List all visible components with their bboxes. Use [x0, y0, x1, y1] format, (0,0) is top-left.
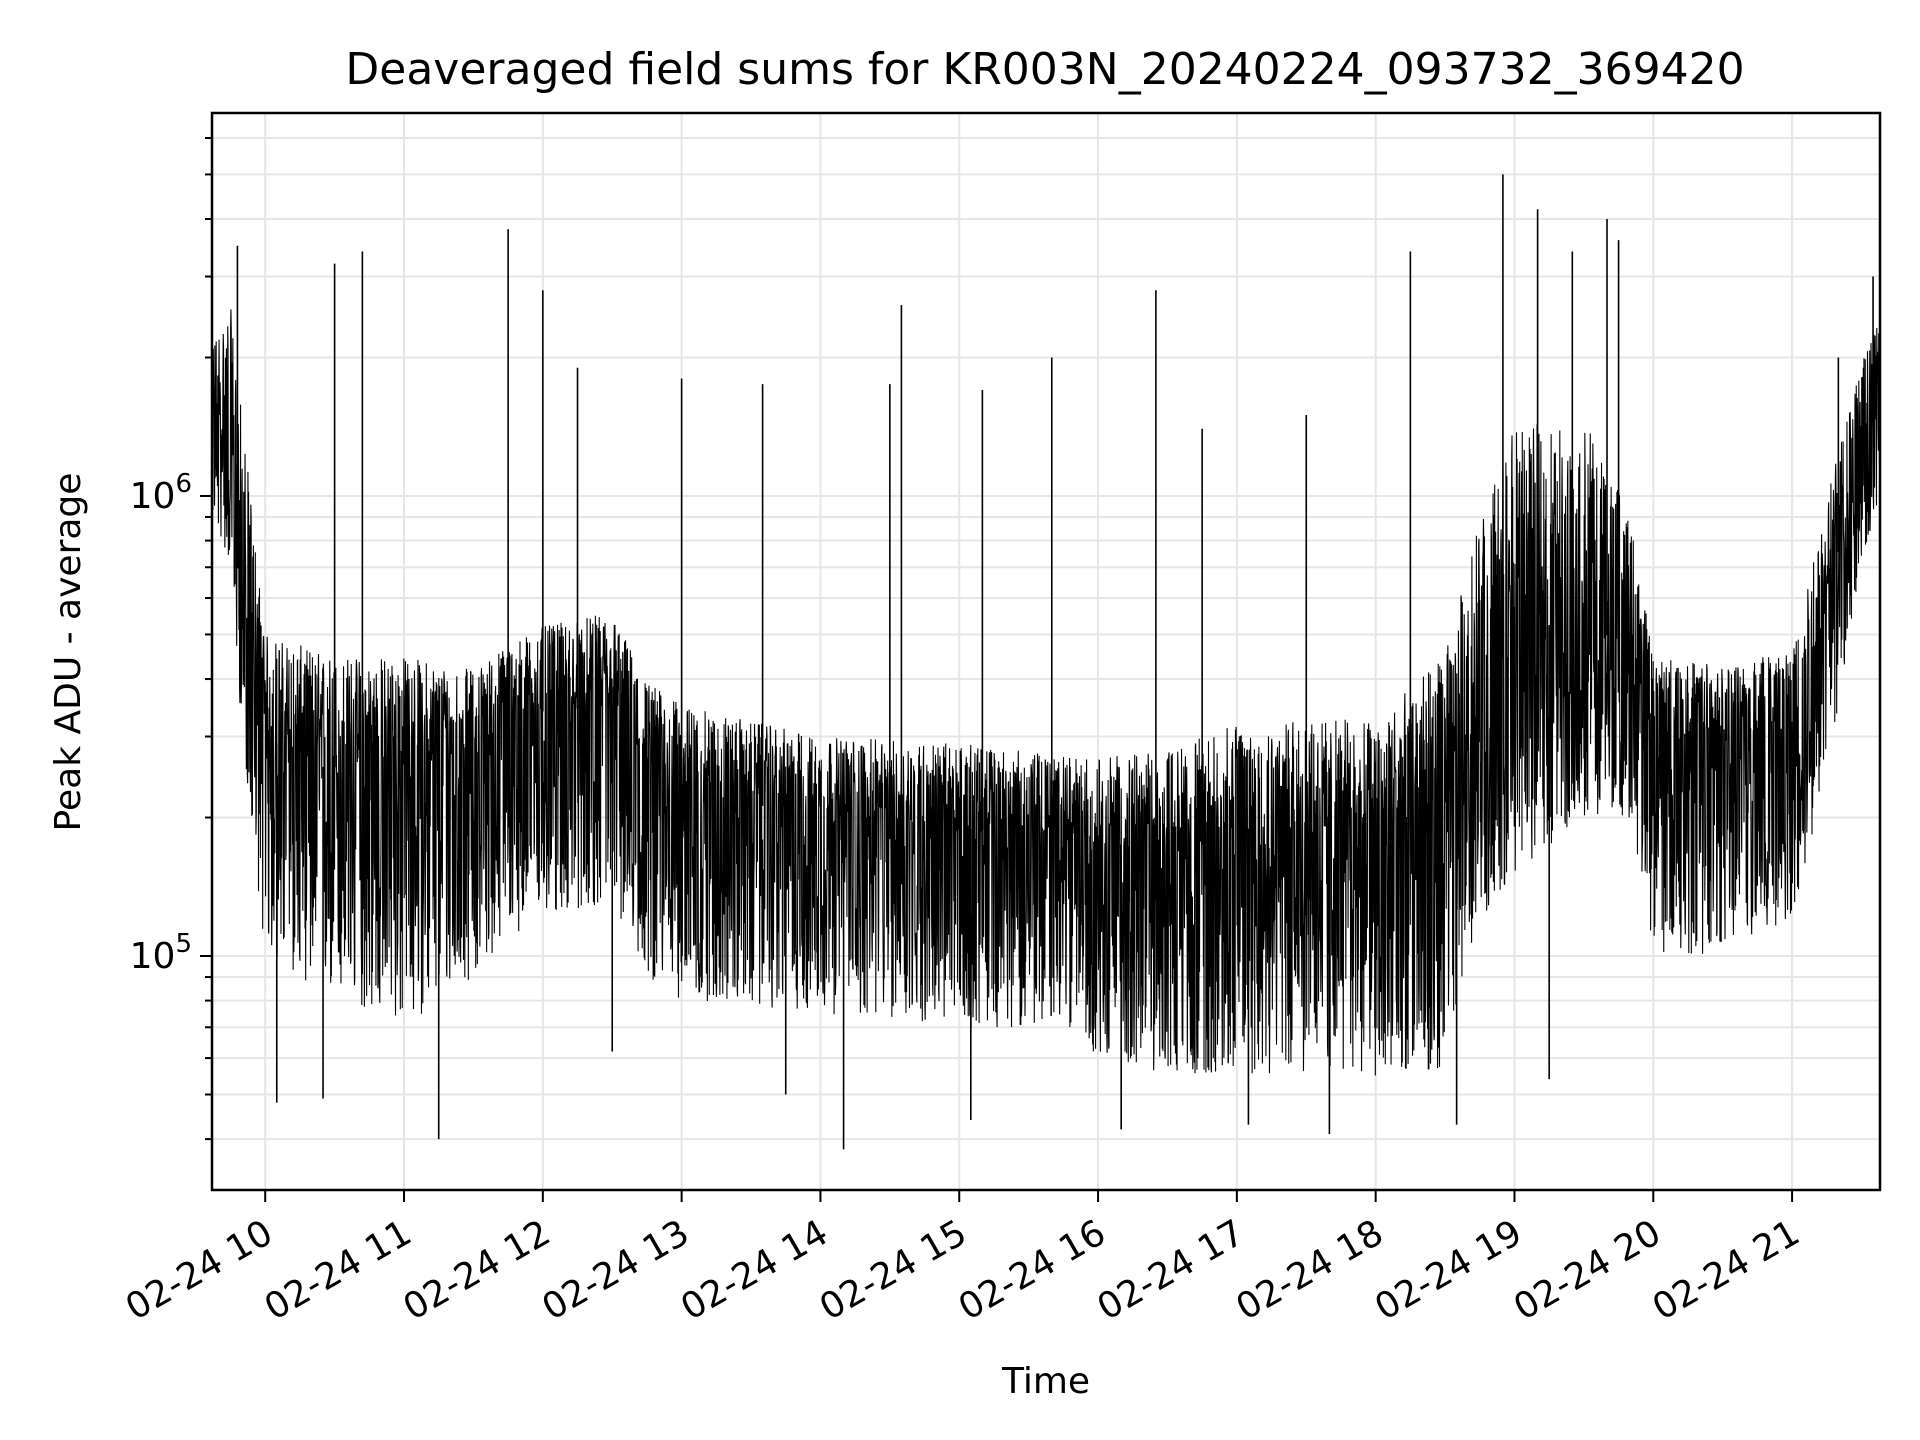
series-group: [211, 174, 1881, 1150]
y-tick-label: 105: [130, 929, 192, 977]
chart-title: Deaveraged field sums for KR003N_2024022…: [345, 44, 1744, 95]
plot-frame: [210, 111, 1882, 1192]
y-axis: 105 106: [130, 137, 212, 1141]
series-line: [211, 309, 1881, 1076]
y-axis-label: Peak ADU - average: [48, 473, 89, 832]
x-axis-label: Time: [1001, 1361, 1090, 1402]
y-tick-label: 106: [130, 469, 192, 517]
